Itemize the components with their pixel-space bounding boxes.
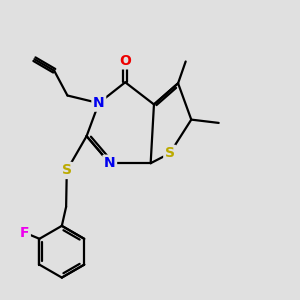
Text: F: F	[20, 226, 29, 240]
Text: S: S	[165, 146, 175, 160]
Text: O: O	[119, 54, 131, 68]
Text: N: N	[104, 156, 116, 170]
Text: N: N	[93, 96, 105, 110]
Text: S: S	[62, 164, 72, 178]
